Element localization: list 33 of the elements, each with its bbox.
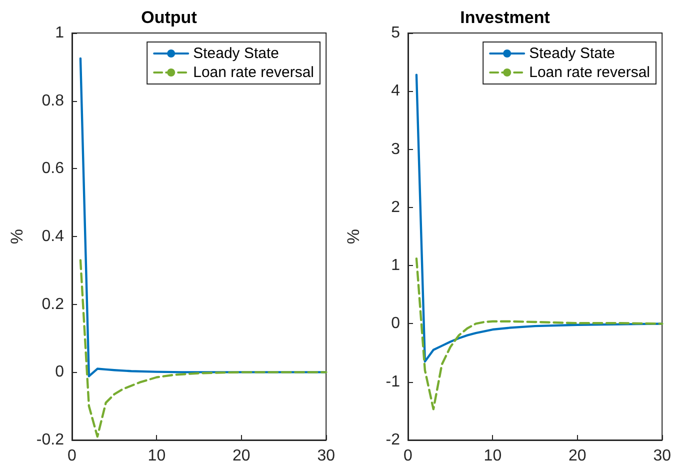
y-axis-title: % [8, 228, 27, 244]
y-tick-label: 1 [391, 257, 400, 274]
x-tick-label: 10 [484, 448, 502, 464]
y-tick-label: 0 [55, 364, 64, 381]
legend-label: Loan rate reversal [193, 64, 314, 81]
chart-title: Output [141, 8, 198, 27]
y-tick-label: 0.4 [42, 228, 64, 245]
x-tick-label: 0 [68, 448, 77, 464]
x-tick-label: 0 [404, 448, 413, 464]
line-series [415, 257, 664, 410]
x-tick-label: 30 [317, 448, 336, 464]
x-tick-label: 20 [568, 448, 586, 464]
chart-title: Investment [460, 8, 550, 27]
legend-label: Steady State [529, 45, 616, 62]
legend-label: Loan rate reversal [529, 64, 650, 81]
y-tick-label: 0.8 [42, 92, 64, 110]
line-series [79, 259, 328, 438]
y-axis-title: % [344, 228, 363, 244]
y-tick-label: -0.2 [36, 432, 64, 448]
x-tick-label: 20 [232, 448, 250, 464]
y-tick-label: 3 [391, 140, 400, 158]
y-tick-label: -2 [386, 432, 400, 448]
legend-label: Steady State [193, 45, 280, 62]
x-tick-label: 10 [148, 448, 166, 464]
y-tick-label: 0.6 [42, 160, 64, 178]
y-tick-label: 4 [391, 82, 400, 100]
y-tick-label: 5 [391, 24, 400, 42]
x-tick-label: 30 [653, 448, 672, 464]
y-tick-label: 1 [55, 24, 64, 42]
y-tick-label: 0 [391, 315, 400, 332]
y-tick-label: 0.2 [42, 296, 64, 313]
y-tick-label: 2 [391, 198, 400, 216]
y-tick-label: -1 [386, 373, 400, 390]
